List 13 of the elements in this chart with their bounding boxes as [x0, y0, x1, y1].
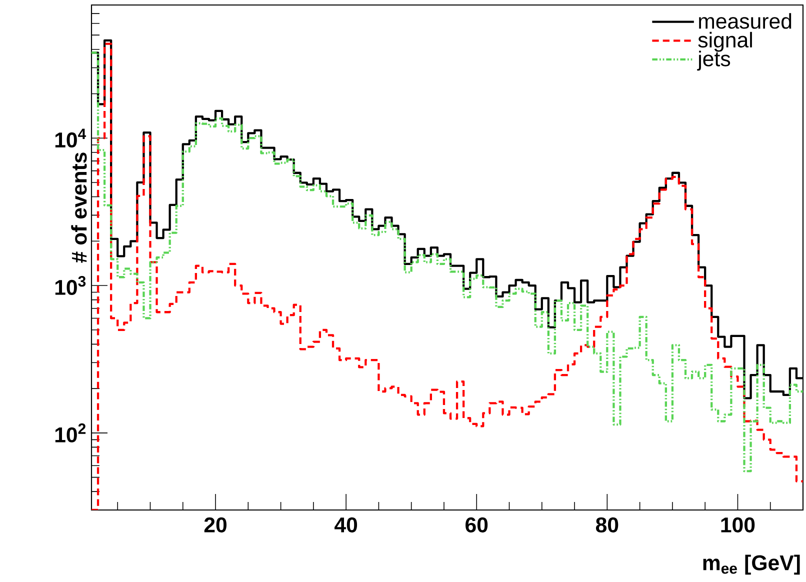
- x-axis-title: m$_{ee}$ [GeV]: [703, 554, 800, 575]
- y-tick-label: 10$^{2}$: [55, 423, 86, 442]
- y-axis-title: # of events: [71, 152, 87, 263]
- legend-label: jets: [697, 50, 730, 71]
- legend-label: signal: [698, 32, 752, 52]
- legend-label: measured: [699, 13, 792, 29]
- x-tick-label: 60: [466, 517, 488, 532]
- y-tick-label: 10$^{4}$: [55, 128, 86, 148]
- x-tick-label: 80: [596, 517, 618, 532]
- x-tick-label: 100: [721, 517, 755, 532]
- x-tick-label: 40: [334, 517, 358, 532]
- y-tick-label: 10$^{3}$: [55, 276, 86, 296]
- x-tick-label: 20: [204, 517, 226, 532]
